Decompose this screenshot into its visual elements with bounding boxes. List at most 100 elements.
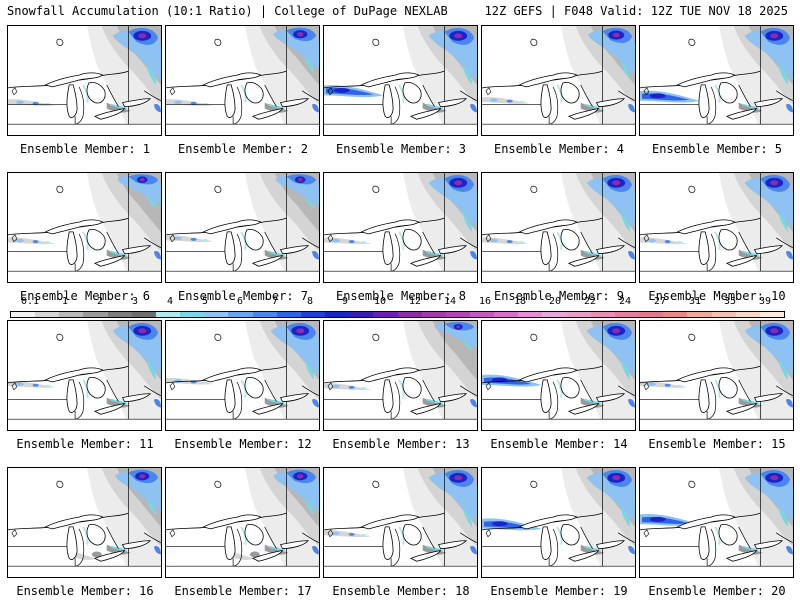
- colorbar-segment: [445, 312, 470, 317]
- colorbar-segment: [276, 312, 301, 317]
- snowfall-map: [8, 321, 161, 430]
- ensemble-panel: [639, 320, 794, 431]
- colorbar-tick-label: 1: [61, 296, 69, 307]
- ensemble-member-label: Ensemble Member: 3: [335, 142, 467, 156]
- snowfall-map: [640, 321, 793, 430]
- snowfall-map: [166, 26, 319, 135]
- ensemble-panel: [481, 25, 636, 136]
- colorbar-segment: [373, 312, 398, 317]
- snowfall-map: [640, 468, 793, 577]
- ensemble-panel: [639, 172, 794, 283]
- colorbar-segment: [397, 312, 422, 317]
- ensemble-panel: [639, 25, 794, 136]
- snowfall-map: [482, 321, 635, 430]
- ensemble-panel: [639, 467, 794, 578]
- ensemble-member-label: Ensemble Member: 6: [19, 289, 151, 303]
- ensemble-member-label: Ensemble Member: 11: [16, 437, 154, 451]
- colorbar-segment: [228, 312, 253, 317]
- ensemble-member-label: Ensemble Member: 19: [490, 584, 628, 598]
- colorbar-tick-label: 10: [373, 296, 387, 307]
- snowfall-map: [640, 26, 793, 135]
- colorbar-segment: [204, 312, 229, 317]
- colorbar-segment: [494, 312, 519, 317]
- ensemble-member-label: Ensemble Member: 2: [177, 142, 309, 156]
- colorbar-tick-label: 27: [653, 296, 667, 307]
- colorbar-segment: [614, 312, 640, 317]
- ensemble-member-label: Ensemble Member: 16: [16, 584, 154, 598]
- colorbar-segment: [180, 312, 205, 317]
- colorbar-tick-label: 14: [443, 296, 457, 307]
- ensemble-panel: [7, 25, 162, 136]
- colorbar-segment: [155, 312, 181, 317]
- snowfall-map: [166, 468, 319, 577]
- colorbar-segment: [759, 312, 784, 317]
- snowfall-map: [324, 26, 477, 135]
- colorbar-segment: [325, 312, 350, 317]
- snowfall-map: [8, 468, 161, 577]
- colorbar-tick-label: 5: [201, 296, 209, 307]
- colorbar-tick-label: 9: [341, 296, 349, 307]
- colorbar-tick-label: 6: [236, 296, 244, 307]
- ensemble-member-label: Ensemble Member: 15: [648, 437, 786, 451]
- colorbar-segment: [518, 312, 543, 317]
- ensemble-panel: [165, 172, 320, 283]
- colorbar-tick-label: 35: [723, 296, 737, 307]
- ensemble-panel: [481, 172, 636, 283]
- colorbar-tick-label: 22: [583, 296, 597, 307]
- colorbar-segment: [639, 312, 664, 317]
- ensemble-panel: [323, 172, 478, 283]
- snowfall-map: [166, 173, 319, 282]
- ensemble-panel: [323, 25, 478, 136]
- colorbar-tick-label: 16: [478, 296, 492, 307]
- colorbar-tick-label: 24: [618, 296, 632, 307]
- chart-title: Snowfall Accumulation (10:1 Ratio) | Col…: [7, 4, 448, 18]
- colorbar-segment: [252, 312, 277, 317]
- snowfall-map: [482, 468, 635, 577]
- ensemble-panel: [481, 467, 636, 578]
- colorbar-segment: [107, 312, 132, 317]
- colorbar-segment: [542, 312, 567, 317]
- colorbar-tick-label: 18: [513, 296, 527, 307]
- snowfall-map: [324, 173, 477, 282]
- colorbar-segment: [469, 312, 495, 317]
- snowfall-map: [482, 26, 635, 135]
- ensemble-member-label: Ensemble Member: 13: [332, 437, 470, 451]
- colorbar-segment: [687, 312, 712, 317]
- ensemble-member-label: Ensemble Member: 5: [651, 142, 783, 156]
- ensemble-member-label: Ensemble Member: 1: [19, 142, 151, 156]
- colorbar: [10, 311, 785, 318]
- ensemble-member-label: Ensemble Member: 20: [648, 584, 786, 598]
- ensemble-member-label: Ensemble Member: 14: [490, 437, 628, 451]
- colorbar-segment: [590, 312, 615, 317]
- snowfall-map: [482, 173, 635, 282]
- ensemble-panel: [165, 467, 320, 578]
- colorbar-tick-label: 8: [306, 296, 314, 307]
- ensemble-member-label: Ensemble Member: 18: [332, 584, 470, 598]
- colorbar-tick-label: 12: [408, 296, 422, 307]
- colorbar-segment: [421, 312, 446, 317]
- ensemble-member-label: Ensemble Member: 8: [335, 289, 467, 303]
- colorbar-segment: [349, 312, 374, 317]
- ensemble-member-label: Ensemble Member: 17: [174, 584, 312, 598]
- colorbar-segment: [735, 312, 760, 317]
- ensemble-panel: [7, 467, 162, 578]
- ensemble-panel: [7, 172, 162, 283]
- ensemble-panel: [323, 320, 478, 431]
- colorbar-tick-label: 20: [548, 296, 562, 307]
- snowfall-map: [8, 173, 161, 282]
- colorbar-segment: [131, 312, 156, 317]
- ensemble-member-label: Ensemble Member: 9: [493, 289, 625, 303]
- colorbar-segment: [663, 312, 688, 317]
- ensemble-panel: [165, 25, 320, 136]
- colorbar-tick-label: 39: [758, 296, 772, 307]
- snowfall-map: [640, 173, 793, 282]
- ensemble-member-label: Ensemble Member: 12: [174, 437, 312, 451]
- snowfall-map: [166, 321, 319, 430]
- colorbar-tick-label: 31: [688, 296, 702, 307]
- colorbar-tick-label: 7: [271, 296, 279, 307]
- snowfall-map: [324, 468, 477, 577]
- ensemble-panel: [481, 320, 636, 431]
- colorbar-labels: 0.1 1 2 3 4 5 6 7 8 9 10 12 14 16 18 20 22 24 27 31 35 39: [10, 296, 785, 309]
- colorbar-segment: [566, 312, 591, 317]
- colorbar-tick-label: 2: [96, 296, 104, 307]
